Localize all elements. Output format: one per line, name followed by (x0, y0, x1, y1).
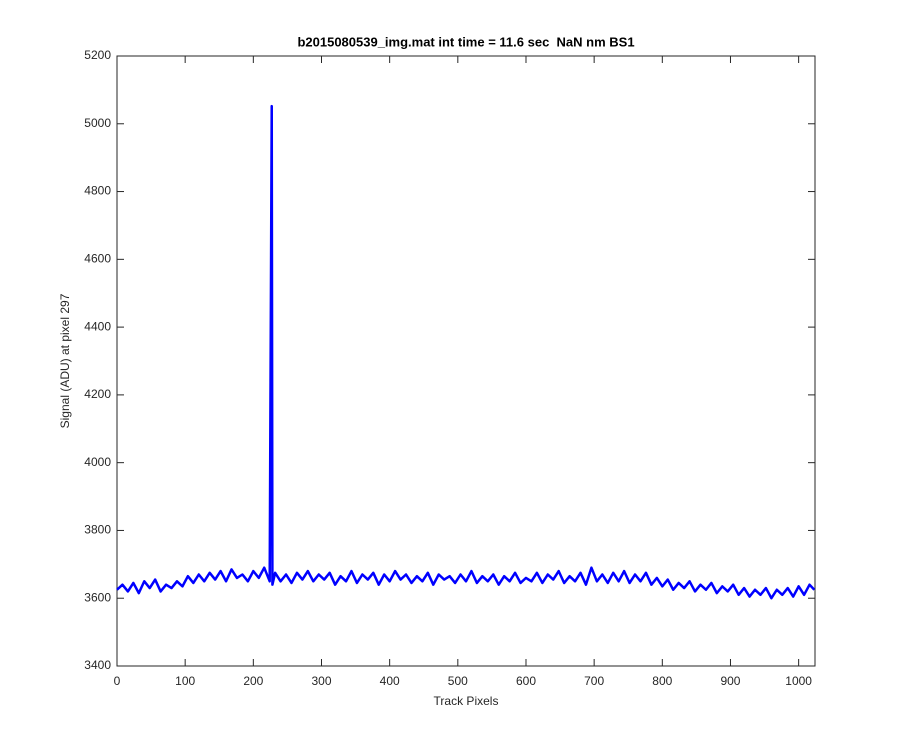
x-tick-label: 300 (311, 674, 331, 688)
x-tick-label: 100 (175, 674, 195, 688)
y-tick-label: 4200 (84, 387, 111, 401)
chart-title: b2015080539_img.mat int time = 11.6 sec … (297, 34, 634, 49)
x-tick-label: 200 (243, 674, 263, 688)
plot-frame (116, 55, 816, 667)
x-tick-label: 800 (652, 674, 672, 688)
x-tick-label: 500 (448, 674, 468, 688)
x-tick-label: 900 (720, 674, 740, 688)
x-tick-label: 0 (114, 674, 121, 688)
y-tick-label: 5000 (84, 116, 111, 130)
y-tick-label: 4400 (84, 319, 111, 333)
x-tick-label: 400 (380, 674, 400, 688)
y-tick-label: 3400 (84, 658, 111, 672)
y-tick-label: 5200 (84, 48, 111, 62)
x-tick-label: 1000 (785, 674, 812, 688)
y-tick-label: 4000 (84, 455, 111, 469)
y-axis-label: Signal (ADU) at pixel 297 (58, 293, 72, 428)
x-tick-label: 700 (584, 674, 604, 688)
data-line (116, 104, 816, 600)
y-tick-label: 4600 (84, 252, 111, 266)
x-tick-label: 600 (516, 674, 536, 688)
x-axis-label: Track Pixels (434, 694, 499, 708)
y-tick-label: 3600 (84, 590, 111, 604)
y-tick-label: 3800 (84, 523, 111, 537)
y-tick-label: 4800 (84, 184, 111, 198)
